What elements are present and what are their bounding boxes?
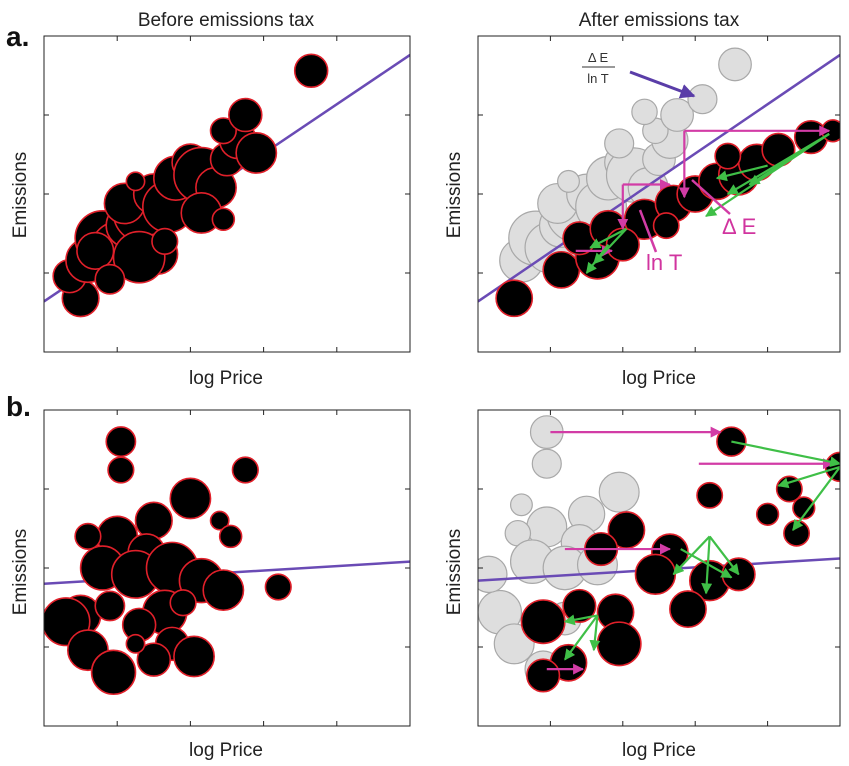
panel-title: Before emissions tax [138,10,315,31]
x-axis-label: log Price [189,368,263,389]
y-axis-label: Emissions [10,529,31,616]
panel-title: After emissions tax [579,10,740,31]
emission-change-arrow [680,548,733,579]
firm-point [169,589,197,617]
emission-change-arrow [589,227,627,249]
x-axis-label: log Price [189,740,263,761]
ghost-point [718,47,752,82]
firm-point [173,635,215,678]
emission-change-arrow [777,465,840,489]
panel-b-after: log Price Emissions [444,409,841,761]
emission-change-arrow [748,133,830,186]
ghost-point [531,448,562,479]
emission-change-arrow [715,164,768,182]
trend-line [478,53,840,303]
plot-area [478,415,840,693]
firm-point [526,658,561,693]
firm-point [652,212,680,240]
row-label-b: b. [6,391,31,422]
delta-e-pointer [691,179,731,215]
ghost-point [660,98,694,132]
firm-point [74,522,102,551]
firm-point [76,231,115,270]
firm-point [90,649,137,696]
fraction-pointer-arrow [629,70,696,99]
ghost-point [509,493,533,517]
firm-point [134,501,173,540]
delta-e-label: Δ E [722,214,756,239]
x-axis-label: log Price [622,740,696,761]
ghost-point [687,84,718,115]
firm-point [634,553,677,596]
x-axis-label: log Price [622,368,696,389]
y-axis-label: Emissions [444,529,465,616]
firm-point [562,588,597,624]
ghost-point [598,471,640,513]
firm-point [669,590,707,628]
emission-change-arrow [563,614,598,626]
row-label-a: a. [6,21,29,52]
firm-point [202,569,245,612]
ln-t-pointer [638,209,658,253]
y-axis-label: Emissions [444,152,465,239]
emission-change-arrow [708,535,740,576]
firm-point [542,250,581,289]
fraction-numerator: Δ E [588,50,609,65]
plot-area [478,47,840,318]
ghost-point [478,555,508,594]
emission-change-arrow [792,466,840,531]
firm-point [218,524,243,549]
emission-change-arrow [563,614,599,661]
firm-point [169,477,212,520]
firm-point [94,590,126,622]
firm-point [136,642,172,677]
firm-point [125,633,146,654]
firm-point [495,279,534,318]
y-axis-label: Emissions [10,152,31,239]
panel-a-after: After emissions tax log Price Emissions [444,10,841,389]
firm-point [716,426,747,457]
emission-change-arrow [585,243,610,274]
firm-point [696,481,724,509]
firm-point [209,510,230,531]
firm-point [228,97,263,133]
emission-change-arrow [589,615,601,652]
firm-point [125,171,146,192]
plot-area [44,53,410,318]
firm-point [231,456,259,484]
firm-point [714,142,742,170]
firm-point [755,502,780,526]
ln-t-label: ln T [646,250,682,275]
ghost-point [631,98,658,126]
firm-point [520,599,566,645]
panel-b-before: log Price Emissions [10,409,411,761]
firm-point [107,456,135,484]
emission-change-arrow [731,440,840,468]
ghost-point [557,169,580,193]
firm-point [264,573,292,601]
firm-point [596,621,642,667]
panel-a-before: Before emissions tax log Price Emissions [10,10,411,389]
annotations-a-after: Δ E ln T Δ E ln T [582,50,756,275]
firm-point [211,207,236,232]
firm-point [151,227,179,256]
fraction-denominator: ln T [587,71,608,86]
firm-point [235,131,278,174]
ghost-point [493,623,535,665]
firm-point [792,496,816,520]
firm-point [105,426,137,458]
plot-area [44,426,410,696]
ghost-point [604,128,635,159]
firm-point [293,53,329,89]
firm-point [209,117,237,145]
firm-point [94,263,126,295]
